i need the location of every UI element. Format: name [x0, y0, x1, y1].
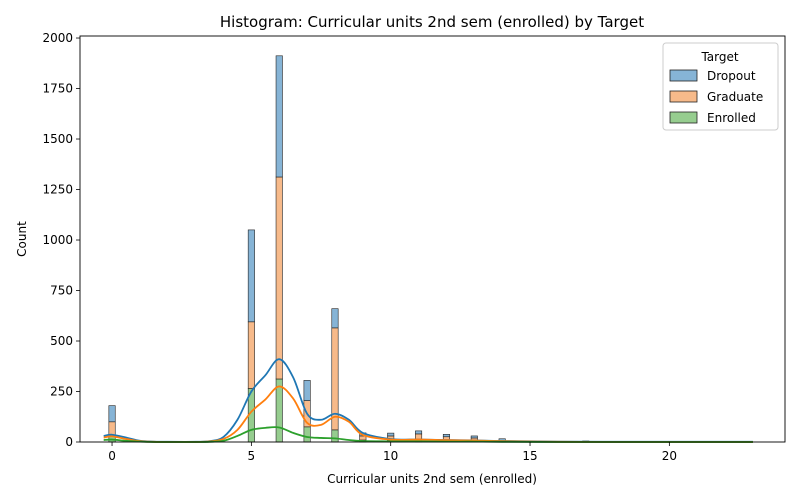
legend-title: Target [700, 50, 738, 64]
y-tick-label: 1000 [42, 233, 73, 247]
y-tick-label: 750 [50, 284, 73, 298]
x-axis-label: Curricular units 2nd sem (enrolled) [327, 472, 537, 486]
plot-area [103, 55, 753, 443]
bar-graduate-6 [275, 176, 283, 380]
plot-frame [79, 35, 786, 443]
y-tick-label: 500 [50, 334, 73, 348]
bar-enrolled-8 [331, 429, 339, 443]
bar-dropout-10 [387, 432, 395, 437]
y-tick-label: 1750 [42, 82, 73, 96]
legend-swatch-enrolled [669, 111, 698, 124]
legend-swatch-graduate [669, 90, 698, 103]
bar-dropout-7 [303, 380, 311, 401]
bar-dropout-13 [470, 435, 478, 439]
x-tick-label: 10 [383, 449, 398, 463]
legend-box [662, 42, 779, 131]
bar-dropout-8 [331, 308, 339, 329]
bar-enrolled-6 [275, 378, 283, 443]
y-tick-label: 2000 [42, 31, 73, 45]
y-tick-label: 1500 [42, 132, 73, 146]
legend: Target Dropout Graduate Enrolled [662, 42, 779, 131]
x-tick-label: 5 [248, 449, 256, 463]
x-axis-ticks: 0 5 10 15 20 [108, 442, 677, 463]
y-tick-label: 0 [65, 435, 73, 449]
legend-swatch-dropout [669, 69, 698, 82]
kde-line-dropout [103, 358, 753, 443]
bar-graduate-5 [247, 321, 255, 389]
y-tick-label: 1250 [42, 183, 73, 197]
x-tick-label: 0 [108, 449, 116, 463]
legend-label-enrolled: Enrolled [707, 111, 756, 125]
legend-label-graduate: Graduate [707, 90, 763, 104]
bar-graduate-0 [108, 421, 116, 437]
bar-dropout-5 [247, 229, 255, 323]
kde-line-graduate [103, 385, 753, 443]
y-tick-label: 250 [50, 385, 73, 399]
y-axis-ticks: 0 250 500 750 1000 1250 1500 1750 2000 [42, 31, 80, 449]
x-tick-label: 20 [662, 449, 677, 463]
bar-dropout-6 [275, 55, 283, 178]
bar-enrolled-7 [303, 426, 311, 443]
x-tick-label: 15 [522, 449, 537, 463]
legend-label-dropout: Dropout [707, 69, 756, 83]
bar-dropout-12 [442, 434, 450, 438]
bar-dropout-11 [415, 430, 423, 435]
y-axis-label: Count [15, 221, 29, 257]
chart-title: Histogram: Curricular units 2nd sem (enr… [220, 13, 644, 31]
bar-dropout-0 [108, 405, 116, 423]
